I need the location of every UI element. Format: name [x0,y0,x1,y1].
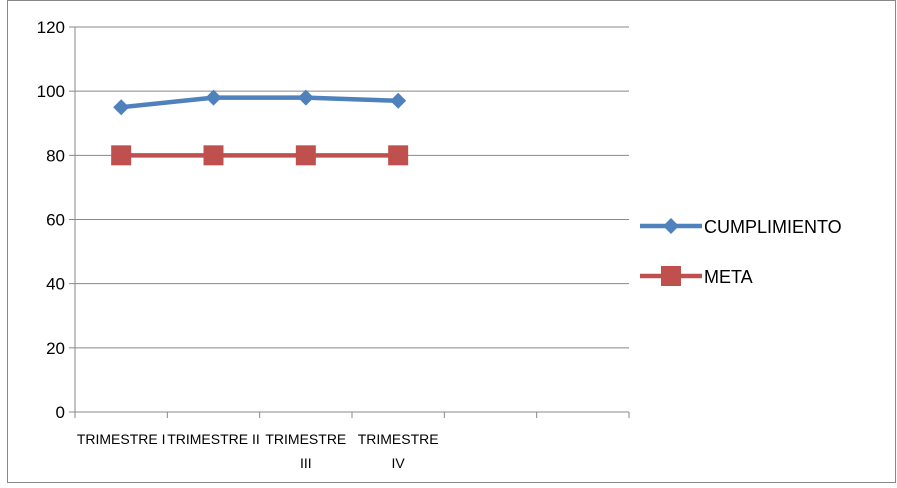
cumplimiento-point [297,89,314,106]
y-tick-label: 60 [46,211,65,230]
legend-label-cumplimiento: CUMPLIMIENTO [704,217,842,237]
axes [69,26,630,418]
y-tick-label: 100 [37,82,65,101]
legend: CUMPLIMIENTO META [640,217,842,287]
y-tick-label: 120 [37,18,65,37]
y-tick-label: 20 [46,339,65,358]
x-tick-label: TRIMESTRE I [77,431,166,447]
legend-marker-meta [661,266,681,286]
meta-point [295,145,316,166]
cumplimiento-line [118,95,401,110]
x-tick-label: TRIMESTRE II [167,431,260,447]
cumplimiento-point [205,89,222,106]
meta-point [203,145,224,166]
meta-point [111,145,132,166]
cumplimiento-point [390,92,407,109]
x-axis-ticks: TRIMESTRE I TRIMESTRE II TRIMESTRE III TRIME… [77,431,439,471]
legend-label-meta: META [704,267,753,287]
y-tick-label: 80 [46,146,65,165]
series [111,89,409,166]
cumplimiento-point [113,99,130,116]
legend-marker-cumplimiento [663,218,679,234]
x-tick-label: TRIMESTRE III [265,431,346,471]
chart-border [7,0,896,483]
y-axis-ticks: 0 20 40 60 80 100 120 [37,18,65,422]
y-tick-label: 40 [46,275,65,294]
x-tick-label: TRIMESTRE IV [358,431,439,471]
meta-point [388,145,409,166]
y-tick-label: 0 [56,403,65,422]
